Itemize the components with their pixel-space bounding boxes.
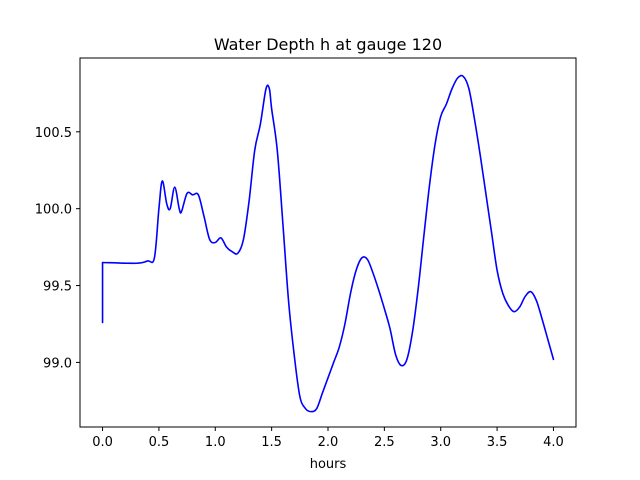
x-tick-label: 1.5 <box>261 435 282 450</box>
x-tick-label: 3.5 <box>487 435 508 450</box>
y-axis-ticks: 99.0 99.5 100.0 100.5 <box>35 126 80 371</box>
series-line <box>101 74 555 413</box>
y-tick-label: 99.0 <box>43 356 72 371</box>
chart-title: Water Depth h at gauge 120 <box>214 35 442 54</box>
x-axis-label: hours <box>310 457 347 472</box>
x-tick-label: 2.5 <box>374 435 395 450</box>
x-tick-label: 0.5 <box>149 435 170 450</box>
y-tick-label: 100.0 <box>35 203 72 218</box>
x-tick-label: 4.0 <box>543 435 564 450</box>
y-tick-label: 100.5 <box>35 126 72 141</box>
y-tick-label: 99.5 <box>43 280 72 295</box>
x-tick-label: 2.0 <box>318 435 339 450</box>
x-tick-label: 0.0 <box>92 435 113 450</box>
x-tick-label: 1.0 <box>205 435 226 450</box>
x-tick-label: 3.0 <box>430 435 451 450</box>
series-layer <box>101 74 555 413</box>
x-axis-ticks: 0.0 0.5 1.0 1.5 2.0 2.5 3.0 3.5 4.0 <box>92 427 564 450</box>
plot-frame <box>79 57 577 428</box>
